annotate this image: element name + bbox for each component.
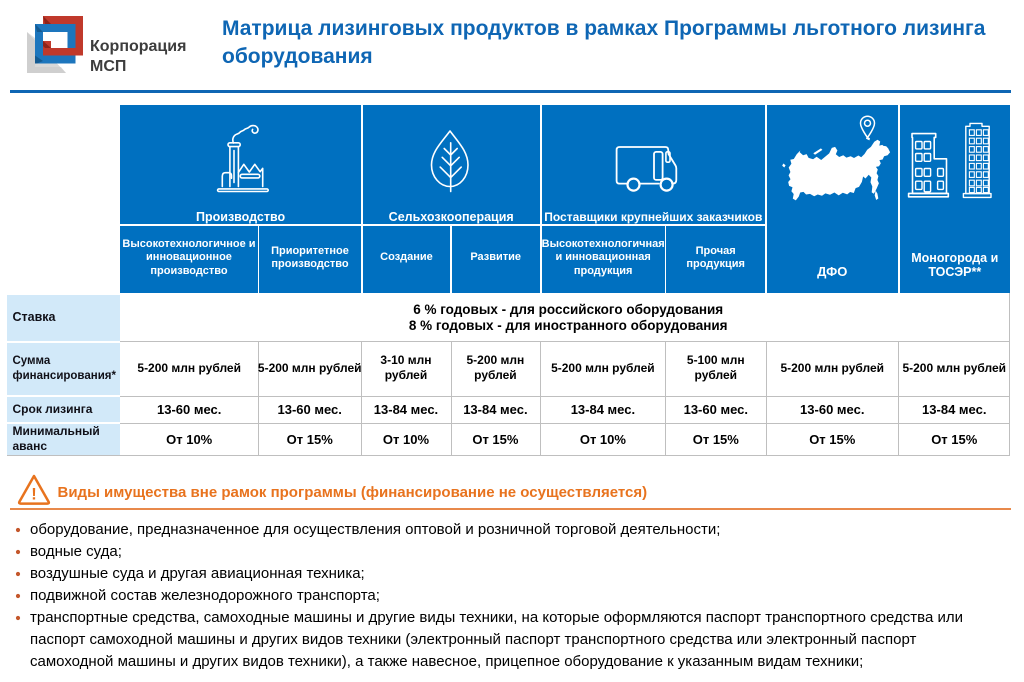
svg-text:!: ! — [31, 486, 37, 504]
